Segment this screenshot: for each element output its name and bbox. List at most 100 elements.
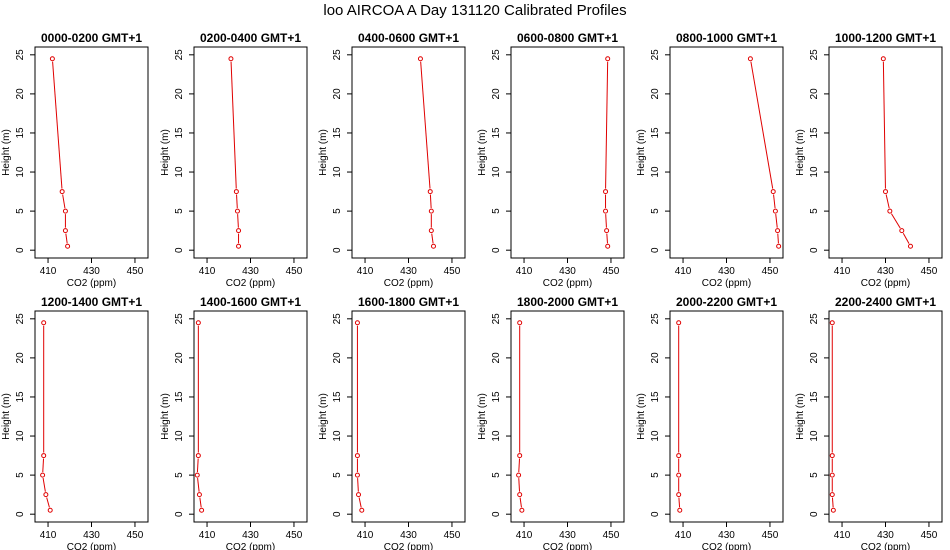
y-tick-label: 10 — [809, 166, 820, 178]
x-tick-label: 410 — [516, 266, 533, 277]
data-point — [430, 243, 436, 249]
profile-line-segment — [420, 61, 431, 189]
panel-title: 1200-1400 GMT+1 — [41, 295, 142, 309]
profile-panel: 1000-1200 GMT+1 410 430 450 0 5 10 15 20 25 CO2 (p… — [795, 31, 943, 289]
data-point — [234, 208, 240, 214]
y-tick-label: 5 — [491, 472, 502, 478]
data-point — [417, 56, 423, 62]
y-tick-label: 10 — [491, 430, 502, 442]
figure-title: loo AIRCOA A Day 131120 Calibrated Profi… — [323, 2, 627, 19]
data-point — [829, 492, 835, 498]
y-tick-label: 25 — [650, 313, 661, 325]
data-point — [428, 228, 434, 234]
y-tick-label: 5 — [650, 208, 661, 214]
y-tick-label: 15 — [15, 127, 26, 139]
y-tick-label: 10 — [15, 430, 26, 442]
y-tick-label: 5 — [809, 208, 820, 214]
y-tick-label: 20 — [491, 88, 502, 100]
y-tick-label: 15 — [332, 127, 343, 139]
profile-line-segment — [902, 233, 910, 244]
y-tick-label: 25 — [332, 313, 343, 325]
profile-line-segment — [46, 497, 50, 508]
data-point — [517, 492, 523, 498]
panel-title: 1800-2000 GMT+1 — [517, 295, 618, 309]
data-point — [195, 320, 201, 326]
y-tick-label: 20 — [650, 88, 661, 100]
y-tick-label: 0 — [491, 247, 502, 253]
x-axis-label: CO2 (ppm) — [861, 542, 910, 550]
x-tick-label: 410 — [40, 530, 57, 541]
plot-frame — [193, 310, 308, 523]
data-point — [359, 507, 365, 513]
profile-line-segment — [775, 214, 778, 228]
y-tick-label: 15 — [491, 127, 502, 139]
profile-line-segment — [777, 233, 779, 244]
profile-line-segment — [237, 214, 239, 228]
y-tick-label: 15 — [15, 391, 26, 403]
x-axis-label: CO2 (ppm) — [67, 278, 116, 289]
x-tick-label: 410 — [357, 530, 374, 541]
y-tick-label: 20 — [809, 88, 820, 100]
data-point — [604, 228, 610, 234]
data-point — [829, 472, 835, 478]
x-axis-label: CO2 (ppm) — [861, 278, 910, 289]
data-point — [516, 472, 522, 478]
profile-panel: 2200-2400 GMT+1 410 430 450 0 5 10 15 20 25 CO2 (p… — [795, 295, 943, 550]
y-tick-label: 25 — [809, 49, 820, 61]
x-tick-label: 450 — [444, 530, 461, 541]
profile-line-segment — [42, 458, 45, 473]
y-tick-label: 25 — [650, 49, 661, 61]
data-point — [603, 189, 609, 195]
x-tick-label: 410 — [834, 530, 851, 541]
profile-line-segment — [519, 497, 522, 508]
y-axis-label: Height (m) — [795, 129, 806, 176]
data-point — [603, 208, 609, 214]
plot-frame — [351, 46, 466, 259]
data-point — [428, 208, 434, 214]
x-tick-label: 410 — [675, 266, 692, 277]
panel-title: 0200-0400 GMT+1 — [200, 31, 301, 45]
profile-line-segment — [197, 478, 200, 492]
data-point — [907, 243, 913, 249]
profile-line-segment — [199, 497, 202, 508]
x-axis-label: CO2 (ppm) — [226, 278, 275, 289]
y-tick-label: 20 — [15, 88, 26, 100]
data-point — [236, 243, 242, 249]
profile-line-segment — [831, 497, 834, 508]
y-tick-label: 25 — [15, 49, 26, 61]
y-tick-label: 0 — [650, 511, 661, 517]
data-point — [883, 189, 888, 195]
y-tick-label: 10 — [332, 430, 343, 442]
x-axis-label: CO2 (ppm) — [384, 542, 433, 550]
x-tick-label: 430 — [83, 530, 100, 541]
data-point — [519, 507, 525, 513]
y-tick-label: 20 — [332, 352, 343, 364]
panel-title: 2200-2400 GMT+1 — [835, 295, 936, 309]
x-axis-label: CO2 (ppm) — [702, 278, 751, 289]
data-point — [605, 243, 611, 249]
y-tick-label: 5 — [15, 208, 26, 214]
x-axis-label: CO2 (ppm) — [67, 542, 116, 550]
plot-frame — [351, 310, 466, 523]
x-tick-label: 450 — [762, 266, 779, 277]
x-tick-label: 450 — [286, 530, 303, 541]
y-tick-label: 20 — [174, 88, 185, 100]
y-tick-label: 5 — [809, 472, 820, 478]
x-tick-label: 450 — [127, 530, 144, 541]
y-axis-label: Height (m) — [795, 393, 806, 440]
panel-title: 0400-0600 GMT+1 — [358, 31, 459, 45]
x-tick-label: 450 — [444, 266, 461, 277]
data-point — [62, 208, 68, 214]
y-tick-label: 20 — [650, 352, 661, 364]
data-point — [676, 453, 682, 459]
plot-frame — [510, 310, 625, 523]
x-tick-label: 450 — [603, 266, 620, 277]
x-tick-label: 430 — [718, 530, 735, 541]
x-tick-label: 450 — [921, 530, 938, 541]
data-point — [40, 472, 46, 478]
profile-line-segment — [431, 233, 434, 244]
y-tick-label: 15 — [332, 391, 343, 403]
panel-title: 0800-1000 GMT+1 — [676, 31, 777, 45]
x-tick-label: 410 — [675, 530, 692, 541]
